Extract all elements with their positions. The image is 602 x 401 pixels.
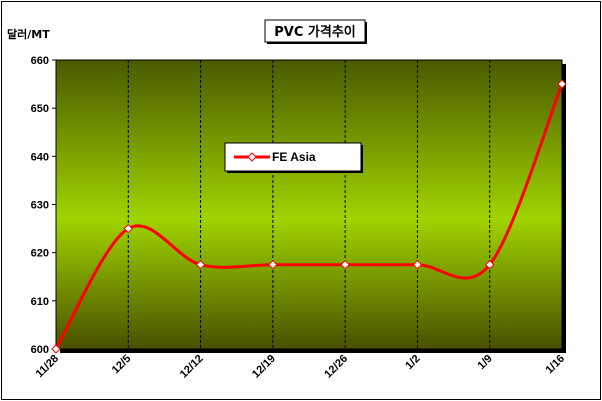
data-point-marker (51, 344, 61, 354)
y-tick-label: 660 (31, 55, 49, 67)
plot-shadow-right (562, 64, 566, 353)
x-tick-label: 1/2 (403, 353, 422, 372)
y-tick-label: 650 (31, 103, 49, 115)
x-tick-label: 1/9 (476, 353, 495, 372)
x-tick-label: 12/5 (110, 353, 134, 377)
data-point-marker (340, 260, 350, 270)
legend: FE Asia (224, 142, 363, 173)
series-markers (51, 79, 567, 354)
data-point-marker (412, 260, 423, 270)
y-tick-label: 640 (31, 151, 49, 163)
x-tick-label: 12/19 (250, 353, 278, 381)
y-axis-unit-label: 달러/MT (7, 27, 50, 41)
plot-shadow-bottom (60, 349, 566, 353)
x-tick-label: 1/16 (543, 353, 567, 377)
y-tick-label: 630 (31, 200, 49, 212)
vertical-gridlines (127, 60, 491, 349)
y-axis: 600 610 620 630 640 650 660 (31, 55, 56, 356)
x-tick-label: 11/28 (34, 353, 62, 381)
y-tick-label: 610 (31, 296, 49, 308)
data-point-marker (195, 260, 206, 270)
y-tick-label: 600 (31, 344, 49, 356)
data-point-marker (123, 223, 133, 234)
data-point-marker (557, 79, 567, 89)
x-axis: 11/28 12/5 12/12 12/19 12/26 1/2 1/9 1/16 (34, 349, 567, 381)
y-tick-label: 620 (31, 248, 49, 260)
data-point-marker (485, 260, 495, 270)
x-tick-label: 12/26 (322, 353, 350, 381)
plot-area (55, 59, 563, 350)
title-box (264, 19, 366, 43)
data-point-marker (268, 260, 278, 270)
legend-marker-swatch (247, 152, 257, 162)
legend-label: FE Asia (272, 150, 316, 164)
x-tick-label: 12/12 (178, 353, 206, 381)
chart-title: PVC 가격추이 (274, 24, 356, 40)
